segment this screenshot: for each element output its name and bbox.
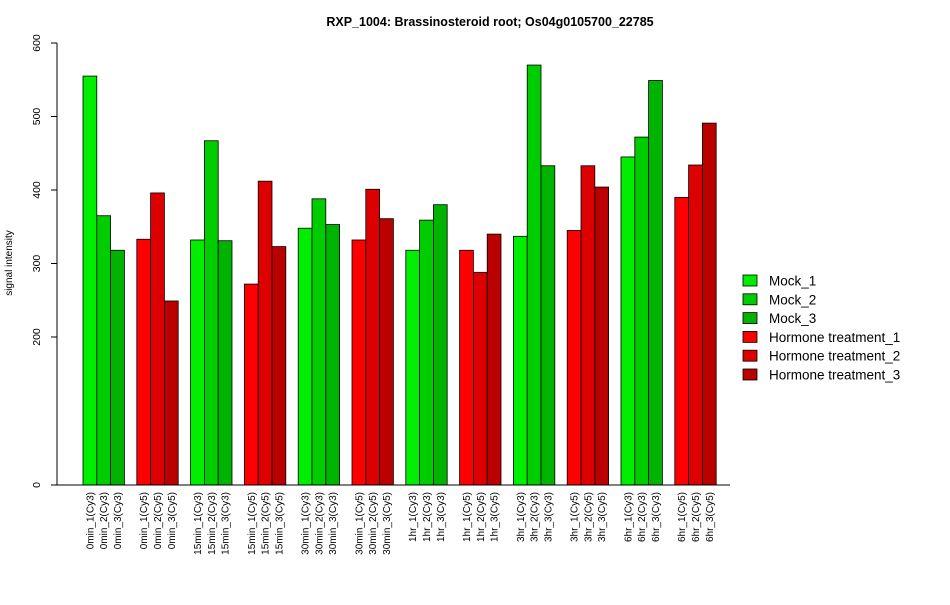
chart-title: RXP_1004: Brassinosteroid root; Os04g010… — [326, 15, 653, 29]
legend-label: Mock_3 — [769, 311, 816, 326]
y-tick-label: 300 — [31, 255, 43, 273]
bar — [648, 80, 663, 486]
bar — [257, 180, 273, 486]
x-tick-label: 15min_1(Cy3) — [193, 492, 204, 555]
x-tick-labels: 0min_1(Cy3) 0min_2(Cy3) 0min_3(Cy3) 0min_1(… — [85, 492, 715, 555]
x-tick-label: 6hr_2(Cy5) — [691, 492, 702, 542]
legend: Mock_1 Mock_2 Mock_3 Hormone treatment_1 Hor… — [742, 274, 900, 383]
y-axis: 0 200 300 400 500 600 — [31, 34, 58, 488]
x-tick-label: 0min_1(Cy5) — [139, 492, 150, 549]
bar — [271, 246, 287, 486]
bars-group — [82, 64, 717, 486]
x-tick-label: 6hr_1(Cy3) — [623, 492, 634, 542]
x-tick-label: 6hr_2(Cy3) — [637, 492, 648, 542]
legend-swatch — [742, 330, 758, 343]
bar — [459, 249, 474, 486]
x-tick-label: 30min_1(Cy5) — [354, 492, 365, 555]
bar — [311, 198, 327, 486]
legend-swatch — [742, 293, 758, 306]
bar — [620, 156, 636, 486]
x-tick-label: 15min_3(Cy3) — [221, 492, 232, 555]
x-tick-label: 3hr_3(Cy3) — [543, 492, 554, 542]
bar — [419, 219, 434, 486]
bar — [96, 215, 112, 486]
legend-label: Hormone treatment_3 — [769, 368, 900, 383]
x-tick-label: 1hr_1(Cy3) — [408, 492, 419, 542]
x-tick-label: 6hr_3(Cy3) — [651, 492, 662, 542]
legend-swatch — [742, 312, 758, 325]
legend-swatch — [742, 274, 758, 287]
legend-label: Mock_1 — [769, 274, 816, 289]
x-tick-label: 6hr_3(Cy5) — [705, 492, 716, 542]
x-tick-label: 6hr_1(Cy5) — [677, 492, 688, 542]
bar — [150, 192, 165, 486]
x-tick-label: 1hr_2(Cy3) — [422, 492, 433, 542]
bar — [513, 235, 528, 486]
x-tick-label: 3hr_1(Cy3) — [516, 492, 527, 542]
x-tick-label: 30min_2(Cy5) — [368, 492, 379, 555]
bar — [351, 239, 367, 486]
bar — [203, 140, 219, 486]
x-tick-label: 15min_3(Cy5) — [274, 492, 285, 555]
bar — [594, 186, 609, 486]
x-tick-label: 30min_3(Cy3) — [328, 492, 339, 555]
x-tick-label: 3hr_2(Cy3) — [530, 492, 541, 542]
legend-label: Hormone treatment_1 — [769, 330, 900, 345]
bar — [190, 239, 205, 486]
x-tick-label: 30min_2(Cy3) — [314, 492, 325, 555]
bar — [82, 75, 98, 486]
bar — [566, 230, 582, 486]
bar — [486, 233, 502, 486]
y-tick-label: 400 — [31, 181, 43, 199]
legend-swatch — [742, 349, 758, 362]
legend-label: Mock_2 — [769, 292, 816, 307]
bar — [110, 249, 125, 486]
bar — [702, 122, 717, 486]
x-tick-label: 15min_1(Cy5) — [247, 492, 258, 555]
x-tick-label: 3hr_2(Cy5) — [583, 492, 594, 542]
bar — [163, 300, 179, 486]
bar — [405, 249, 420, 486]
x-tick-label: 30min_1(Cy3) — [301, 492, 312, 555]
x-tick-label: 0min_2(Cy3) — [99, 492, 110, 549]
bar — [243, 283, 259, 486]
bar — [379, 218, 394, 486]
x-tick-label: 0min_1(Cy3) — [85, 492, 96, 549]
x-tick-label: 1hr_2(Cy5) — [476, 492, 487, 542]
x-tick-label: 30min_3(Cy5) — [382, 492, 393, 555]
x-tick-label: 15min_2(Cy3) — [207, 492, 218, 555]
x-tick-label: 3hr_3(Cy5) — [597, 492, 608, 542]
x-tick-label: 3hr_1(Cy5) — [570, 492, 581, 542]
bar — [540, 165, 556, 486]
x-tick-label: 15min_2(Cy5) — [261, 492, 272, 555]
bar — [526, 64, 542, 486]
bar — [634, 136, 649, 486]
bar — [297, 227, 313, 486]
bar — [365, 188, 380, 486]
bar — [217, 240, 233, 486]
legend-swatch — [742, 368, 758, 381]
x-tick-label: 1hr_3(Cy3) — [436, 492, 447, 542]
y-tick-label: 200 — [31, 328, 43, 346]
bar — [688, 164, 703, 486]
x-tick-label: 1hr_3(Cy5) — [490, 492, 501, 542]
bar — [580, 165, 596, 486]
y-tick-label: 600 — [31, 34, 43, 52]
x-tick-label: 0min_3(Cy3) — [113, 492, 124, 549]
x-tick-label: 0min_2(Cy5) — [153, 492, 164, 549]
bar — [136, 238, 152, 486]
y-tick-label: 500 — [31, 108, 43, 126]
x-tick-label: 0min_3(Cy5) — [167, 492, 178, 549]
legend-label: Hormone treatment_2 — [769, 349, 900, 364]
bar — [325, 224, 340, 486]
x-tick-label: 1hr_1(Cy5) — [462, 492, 473, 542]
y-tick-label: 0 — [31, 482, 43, 488]
bar — [432, 204, 448, 486]
y-axis-label: signal intensity — [4, 230, 15, 296]
bar — [674, 196, 689, 486]
bar — [472, 271, 488, 486]
